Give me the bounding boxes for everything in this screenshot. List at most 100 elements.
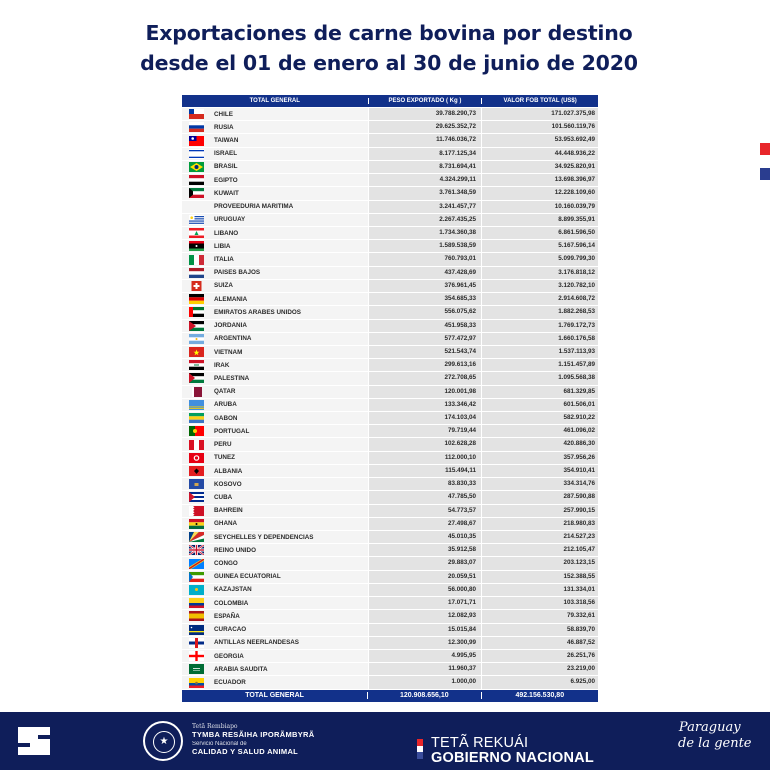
albania-flag-icon xyxy=(189,466,204,477)
table-row: GABON 174.103,04 582.910,22 xyxy=(182,412,598,426)
cell-weight-kg: 35.912,58 xyxy=(368,544,481,558)
cell-weight-kg: 3.241.457,77 xyxy=(368,200,481,214)
cell-weight-kg: 79.719,44 xyxy=(368,425,481,439)
country-name: KAZAJSTAN xyxy=(214,586,252,594)
cell-destination: TAIWAN xyxy=(182,134,368,148)
country-name: CHILE xyxy=(214,110,233,118)
cell-destination: PORTUGAL xyxy=(182,425,368,439)
country-name: TUNEZ xyxy=(214,454,235,462)
table-row: ARABIA SAUDITA 11.960,37 23.219,00 xyxy=(182,663,598,677)
cell-weight-kg: 1.000,00 xyxy=(368,676,481,690)
cell-destination: ESPAÑA xyxy=(182,610,368,624)
table-row: PORTUGAL 79.719,44 461.096,02 xyxy=(182,425,598,439)
kuwait-flag-icon xyxy=(189,188,204,199)
table-row: BAHREIN 54.773,57 257.990,15 xyxy=(182,504,598,518)
qatar-flag-icon xyxy=(192,386,202,397)
cell-fob-usd: 681.329,85 xyxy=(481,385,598,399)
table-row: LIBIA 1.589.538,59 5.167.596,14 xyxy=(182,240,598,254)
cell-fob-usd: 203.123,15 xyxy=(481,557,598,571)
cell-fob-usd: 34.925.820,91 xyxy=(481,160,598,175)
cell-weight-kg: 1.734.360,38 xyxy=(368,226,481,241)
libya-flag-icon xyxy=(189,241,204,252)
country-name: KUWAIT xyxy=(214,189,239,197)
country-name: ISRAEL xyxy=(214,150,238,158)
cell-destination: ARGENTINA xyxy=(182,332,368,346)
cell-weight-kg: 39.788.290,73 xyxy=(368,108,481,122)
no-flag xyxy=(189,202,204,212)
cell-destination: KUWAIT xyxy=(182,187,368,201)
country-name: KOSOVO xyxy=(214,480,242,488)
country-name: PAISES BAJOS xyxy=(214,269,261,277)
country-name: ALBANIA xyxy=(214,467,243,475)
kosovo-flag-icon xyxy=(189,479,204,490)
cell-fob-usd: 44.448.936,22 xyxy=(481,147,598,161)
cell-fob-usd: 1.882.268,53 xyxy=(481,306,598,320)
cell-fob-usd: 46.887,52 xyxy=(481,636,598,650)
netherlands-antilles-flag-icon xyxy=(189,637,204,648)
cell-weight-kg: 112.000,10 xyxy=(368,451,481,465)
cell-fob-usd: 1.095.568,38 xyxy=(481,372,598,386)
country-name: QATAR xyxy=(214,388,236,396)
cell-destination: SEYCHELLES Y DEPENDENCIAS xyxy=(182,531,368,545)
bahrain-flag-icon xyxy=(189,505,204,516)
country-name: ESPAÑA xyxy=(214,612,240,620)
cell-fob-usd: 218.980,83 xyxy=(481,517,598,531)
curacao-flag-icon xyxy=(189,624,204,635)
cell-weight-kg: 83.830,33 xyxy=(368,478,481,492)
peru-flag-icon xyxy=(189,439,204,450)
cell-destination: EMIRATOS ARABES UNIDOS xyxy=(182,306,368,320)
country-name: TAIWAN xyxy=(214,137,239,145)
country-name: VIETNAM xyxy=(214,348,243,356)
cell-destination: REINO UNIDO xyxy=(182,544,368,558)
country-name: CONGO xyxy=(214,560,238,568)
equatorial-guinea-flag-icon xyxy=(189,571,204,582)
country-name: EMIRATOS ARABES UNIDOS xyxy=(214,308,301,316)
cell-weight-kg: 556.075,62 xyxy=(368,306,481,320)
cell-fob-usd: 131.334,01 xyxy=(481,583,598,598)
palestine-flag-icon xyxy=(189,373,204,384)
table-row: KOSOVO 83.830,33 334.314,76 xyxy=(182,478,598,492)
cell-fob-usd: 5.167.596,14 xyxy=(481,240,598,254)
switzerland-flag-icon xyxy=(191,280,202,291)
cell-fob-usd: 79.332,61 xyxy=(481,610,598,624)
cell-weight-kg: 354.685,33 xyxy=(368,293,481,307)
gabon-flag-icon xyxy=(189,413,204,424)
cell-fob-usd: 1.769.172,73 xyxy=(481,319,598,333)
cell-weight-kg: 56.000,80 xyxy=(368,583,481,598)
country-name: GEORGIA xyxy=(214,652,244,660)
table-row: ALEMANIA 354.685,33 2.914.608,72 xyxy=(182,293,598,307)
cell-destination: JORDANIA xyxy=(182,319,368,333)
cell-destination: IRAK xyxy=(182,359,368,373)
total-weight: 120.908.656,10 xyxy=(367,692,480,700)
country-name: BRASIL xyxy=(214,163,238,171)
header-fob-value: VALOR FOB TOTAL (US$) xyxy=(481,98,598,104)
table-row: CURACAO 15.015,84 58.839,70 xyxy=(182,623,598,637)
cell-destination: ALEMANIA xyxy=(182,293,368,307)
taiwan-flag-icon xyxy=(189,135,204,146)
cell-fob-usd: 3.176.818,12 xyxy=(481,266,598,280)
cell-fob-usd: 1.537.113,93 xyxy=(481,345,598,360)
country-name: ANTILLAS NEERLANDESAS xyxy=(214,639,300,647)
footer-bar: ★ Tetã Rembiapo TYMBA RESÃIHA IPORÃMBYRÃ… xyxy=(0,712,770,770)
cell-fob-usd: 12.228.109,60 xyxy=(481,187,598,201)
cell-fob-usd: 10.160.039,79 xyxy=(481,200,598,214)
table-header: TOTAL GENERAL PESO EXPORTADO ( Kg ) VALO… xyxy=(182,95,598,107)
cell-fob-usd: 13.698.396,97 xyxy=(481,174,598,188)
cell-weight-kg: 11.960,37 xyxy=(368,663,481,677)
cell-destination: PALESTINA xyxy=(182,372,368,386)
cell-fob-usd: 171.027.375,98 xyxy=(481,108,598,122)
country-name: RUSIA xyxy=(214,123,234,131)
blue-marker xyxy=(760,168,770,180)
cell-fob-usd: 1.151.457,89 xyxy=(481,359,598,373)
senacsa-logo-icon xyxy=(18,727,50,755)
cell-fob-usd: 101.560.119,76 xyxy=(481,121,598,135)
cell-destination: KAZAJSTAN xyxy=(182,583,368,598)
country-name: ARGENTINA xyxy=(214,335,252,343)
cell-fob-usd: 53.953.692,49 xyxy=(481,134,598,148)
uk-flag-icon xyxy=(189,545,204,556)
country-name: CUBA xyxy=(214,493,233,501)
gobierno-nacional-text: TETÃ REKUÁI GOBIERNO NACIONAL xyxy=(431,735,594,766)
table-row: VIETNAM 521.543,74 1.537.113,93 xyxy=(182,345,598,360)
header-weight: PESO EXPORTADO ( Kg ) xyxy=(367,98,482,104)
iraq-flag-icon xyxy=(189,360,204,371)
